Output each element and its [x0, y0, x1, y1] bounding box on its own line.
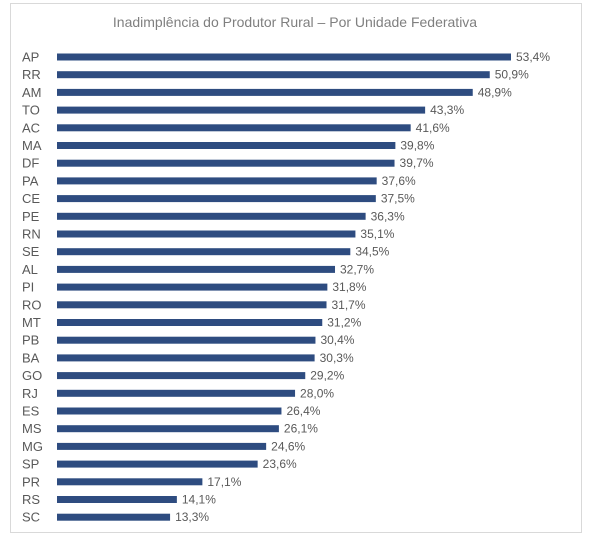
bar-df: [57, 159, 395, 167]
category-label-es: ES: [22, 404, 40, 419]
bar-mg: [57, 442, 267, 450]
bar-am: [57, 88, 473, 96]
bar-go: [57, 372, 306, 380]
category-label-to: TO: [22, 103, 40, 118]
category-label-ce: CE: [22, 191, 40, 206]
category-label-am: AM: [22, 85, 42, 100]
bar-ro: [57, 301, 327, 309]
bar-rn: [57, 230, 356, 238]
value-label-ba: 30,3%: [320, 351, 354, 365]
bar-pe: [57, 212, 366, 220]
category-label-ro: RO: [22, 297, 42, 312]
category-label-pa: PA: [22, 173, 39, 188]
value-label-sp: 23,6%: [263, 457, 297, 471]
category-label-sp: SP: [22, 457, 39, 472]
value-label-mg: 24,6%: [271, 439, 305, 453]
category-label-rs: RS: [22, 492, 40, 507]
bar-ac: [57, 124, 411, 132]
bar-ap: [57, 53, 511, 61]
value-label-am: 48,9%: [478, 85, 512, 99]
category-label-al: AL: [22, 262, 38, 277]
category-label-ms: MS: [22, 421, 42, 436]
category-label-sc: SC: [22, 510, 40, 525]
bar-rr: [57, 71, 490, 79]
value-label-ro: 31,7%: [332, 298, 366, 312]
category-label-pi: PI: [22, 280, 34, 295]
bar-rj: [57, 389, 296, 397]
value-label-ma: 39,8%: [400, 139, 434, 153]
category-label-rn: RN: [22, 227, 41, 242]
value-label-rn: 35,1%: [360, 227, 394, 241]
bar-se: [57, 248, 351, 256]
bars-group: AP 53,4% RR 50,9% AM 48,9% TO 43,3% AC 41,6% MA 39,…: [22, 50, 550, 525]
bar-pa: [57, 177, 377, 185]
value-label-pa: 37,6%: [382, 174, 416, 188]
bar-pr: [57, 478, 203, 486]
value-label-go: 29,2%: [310, 369, 344, 383]
value-label-rs: 14,1%: [182, 493, 216, 507]
value-label-al: 32,7%: [340, 262, 374, 276]
value-label-es: 26,4%: [286, 404, 320, 418]
value-label-to: 43,3%: [430, 103, 464, 117]
value-label-pe: 36,3%: [371, 209, 405, 223]
value-label-ms: 26,1%: [284, 422, 318, 436]
bar-ce: [57, 195, 376, 203]
value-label-df: 39,7%: [400, 156, 434, 170]
bar-rs: [57, 496, 177, 503]
value-label-ac: 41,6%: [416, 121, 450, 135]
bar-mt: [57, 319, 323, 326]
value-label-pr: 17,1%: [207, 475, 241, 489]
value-label-se: 34,5%: [355, 245, 389, 259]
category-label-pb: PB: [22, 333, 39, 348]
value-label-mt: 31,2%: [327, 316, 361, 330]
bar-pb: [57, 336, 316, 344]
category-label-ma: MA: [22, 138, 42, 153]
category-label-ba: BA: [22, 350, 40, 365]
category-label-se: SE: [22, 244, 40, 259]
value-label-rj: 28,0%: [300, 386, 334, 400]
bar-ms: [57, 425, 279, 433]
category-label-pr: PR: [22, 474, 40, 489]
chart-title: Inadimplência do Produtor Rural – Por Un…: [112, 14, 478, 30]
category-label-rj: RJ: [22, 386, 38, 401]
category-label-rr: RR: [22, 67, 41, 82]
bar-sp: [57, 460, 258, 468]
value-label-ap: 53,4%: [516, 50, 550, 64]
value-label-sc: 13,3%: [175, 510, 209, 524]
bar-pi: [57, 283, 328, 291]
category-label-pe: PE: [22, 209, 40, 224]
bar-to: [57, 106, 426, 114]
bar-es: [57, 407, 282, 415]
category-label-df: DF: [22, 156, 39, 171]
value-label-ce: 37,5%: [381, 192, 415, 206]
value-label-rr: 50,9%: [495, 68, 529, 82]
category-label-ap: AP: [22, 50, 39, 65]
category-label-mg: MG: [22, 439, 43, 454]
value-label-pi: 31,8%: [332, 280, 366, 294]
bar-ba: [57, 354, 315, 362]
bar-al: [57, 265, 336, 273]
value-label-pb: 30,4%: [320, 333, 354, 347]
category-label-go: GO: [22, 368, 42, 383]
bar-ma: [57, 142, 396, 149]
bar-sc: [57, 513, 171, 521]
category-label-ac: AC: [22, 120, 40, 135]
category-label-mt: MT: [22, 315, 41, 330]
